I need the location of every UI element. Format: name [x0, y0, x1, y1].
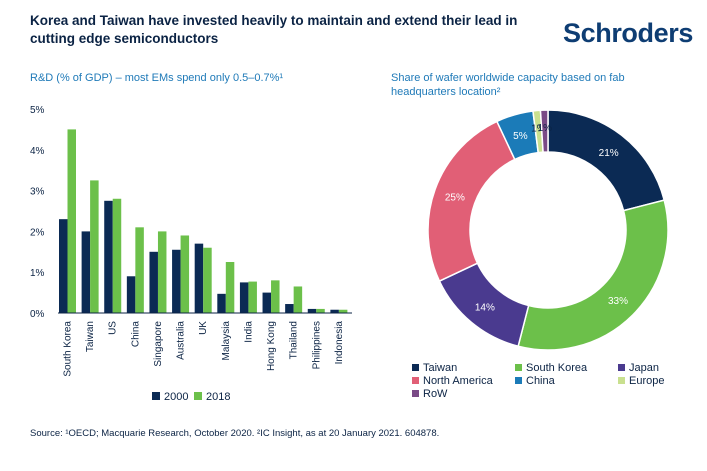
source-note: Source: ¹OECD; Macquarie Research, Octob…: [30, 428, 440, 439]
bar-chart-title: R&D (% of GDP) – most EMs spend only 0.5…: [30, 72, 284, 84]
bar-2018: [67, 129, 76, 313]
bar-2018: [112, 198, 122, 313]
legend-swatch-south-korea: [515, 364, 522, 371]
bar-2018: [338, 309, 348, 313]
y-tick-label: 5%: [30, 105, 45, 116]
bar-2000: [59, 219, 68, 313]
legend-label-row: RoW: [423, 388, 448, 400]
bar-2000: [194, 243, 204, 313]
donut-chart-title: Share of wafer worldwide capacity based …: [391, 72, 625, 98]
x-category-label: UK: [198, 321, 209, 335]
bar-2018: [293, 286, 303, 313]
x-category-label: Australia: [176, 321, 187, 360]
legend-swatch-taiwan: [412, 364, 419, 371]
legend-label-north-america: North America: [423, 375, 494, 387]
y-tick-label: 3%: [30, 187, 45, 198]
donut-value-label: 14%: [475, 302, 495, 313]
bar-2000: [239, 282, 249, 313]
bar-2018: [157, 231, 167, 313]
x-category-label: Taiwan: [85, 321, 96, 352]
bar-2000: [217, 293, 226, 313]
legend-label-taiwan: Taiwan: [423, 362, 457, 374]
x-category-label: Philippines: [311, 321, 322, 369]
x-category-label: China: [130, 321, 141, 348]
legend-label-2000: 2000: [164, 391, 188, 403]
x-category-label: South Korea: [63, 321, 74, 377]
donut-value-label: 1%: [538, 123, 553, 134]
bar-2018: [203, 247, 212, 313]
legend-swatch-north-america: [412, 377, 419, 384]
bar-2000: [262, 292, 272, 313]
legend-swatch-2018: [194, 392, 202, 400]
y-tick-label: 0%: [30, 309, 45, 320]
bar-2000: [285, 304, 294, 313]
bar-2018: [225, 262, 235, 313]
bar-2018: [271, 280, 280, 313]
bar-2000: [81, 231, 91, 313]
x-category-label: Indonesia: [334, 321, 345, 365]
legend-swatch-europe: [618, 377, 625, 384]
x-category-label: US: [108, 321, 119, 335]
bar-2000: [126, 276, 136, 313]
donut-slice-north-america: [427, 120, 516, 283]
y-tick-label: 1%: [30, 268, 45, 279]
legend-label-japan: Japan: [629, 362, 659, 374]
donut-value-label: 5%: [513, 131, 528, 142]
y-tick-label: 4%: [30, 146, 45, 157]
page-title: Korea and Taiwan have invested heavily t…: [30, 13, 518, 46]
bar-2018: [248, 281, 257, 313]
legend-label-europe: Europe: [629, 375, 664, 387]
legend-label-china: China: [526, 375, 556, 387]
bar-2000: [307, 308, 317, 313]
bar-2018: [135, 227, 144, 313]
donut-slice-taiwan: [547, 109, 666, 212]
x-category-label: Singapore: [153, 321, 164, 367]
x-category-label: Thailand: [289, 321, 300, 359]
bar-2000: [149, 251, 158, 313]
donut-slice-row: [539, 109, 549, 153]
bar-2000: [330, 309, 339, 313]
y-tick-label: 2%: [30, 227, 45, 238]
legend-swatch-japan: [618, 364, 625, 371]
bar-2018: [90, 180, 99, 313]
bar-2000: [172, 249, 181, 313]
bar-2000: [104, 200, 113, 313]
legend-label-2018: 2018: [206, 391, 230, 403]
legend-swatch-2000: [152, 392, 160, 400]
bar-2018: [180, 235, 190, 313]
donut-slice-south-korea: [517, 199, 669, 351]
brand-logo: Schroders: [563, 18, 693, 48]
legend-label-south-korea: South Korea: [526, 362, 588, 374]
donut-value-label: 25%: [445, 192, 465, 203]
donut-value-label: 33%: [608, 296, 628, 307]
legend-swatch-china: [515, 377, 522, 384]
legend-swatch-row: [412, 390, 419, 397]
x-category-label: Hong Kong: [266, 321, 277, 371]
x-category-label: India: [243, 321, 254, 343]
x-category-label: Malaysia: [221, 321, 232, 361]
donut-value-label: 21%: [599, 148, 619, 159]
donut-value-label: 1%: [531, 123, 546, 134]
bar-2018: [316, 308, 325, 313]
